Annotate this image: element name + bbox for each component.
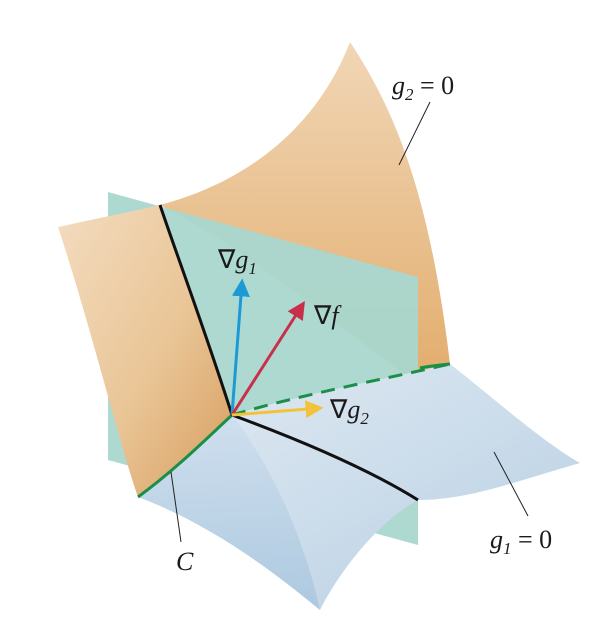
leader-C xyxy=(170,471,182,543)
g2-surface-front xyxy=(58,205,232,497)
curve-C-dashed xyxy=(231,362,451,417)
grad-f-arrow xyxy=(230,300,305,416)
label-grad-g1: ∇g1 xyxy=(217,245,257,278)
leader-g1 xyxy=(493,451,529,517)
curve-C-right xyxy=(419,362,451,370)
grad-g1-arrow xyxy=(230,278,250,416)
label-g1-surface: g1 = 0 xyxy=(490,525,552,558)
leader-g2 xyxy=(398,101,431,166)
label-g2-surface: g2 = 0 xyxy=(392,71,454,104)
intersection-curve-right xyxy=(231,413,419,502)
intersection-curve-left xyxy=(158,204,234,416)
label-grad-g2: ∇g2 xyxy=(329,395,369,428)
grad-g2-arrow xyxy=(231,400,324,419)
g1-surface-left-shade xyxy=(138,415,320,610)
label-curve-C: C xyxy=(176,547,194,576)
curve-C xyxy=(137,413,234,499)
label-grad-f: ∇f xyxy=(313,301,342,330)
